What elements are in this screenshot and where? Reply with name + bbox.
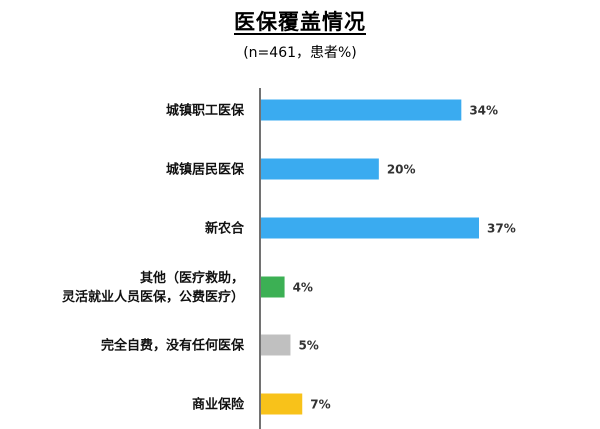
category-label-1-0: 城镇居民医保: [166, 162, 245, 178]
category-label-4-0: 完全自费，没有任何医保: [101, 338, 245, 354]
value-label-5: 7%: [310, 398, 330, 412]
bar-1: [261, 158, 379, 180]
value-label-4: 5%: [298, 339, 318, 353]
value-label-0: 34%: [469, 104, 498, 118]
value-label-2: 37%: [487, 222, 516, 236]
category-label-3-1: 灵活就业人员医保，公费医疗）: [62, 289, 244, 305]
chart-subtitle: (n=461，患者%): [243, 45, 357, 61]
category-label-0-0: 城镇职工医保: [166, 103, 245, 119]
category-label-2-0: 新农合: [205, 221, 245, 237]
value-label-3: 4%: [293, 281, 313, 295]
bar-3: [261, 276, 285, 298]
bar-2: [261, 217, 479, 239]
value-label-1: 20%: [387, 163, 416, 177]
category-label-5-0: 商业保险: [192, 397, 245, 413]
bar-4: [261, 334, 291, 356]
bar-0: [261, 99, 462, 121]
chart-title: 医保覆盖情况: [234, 10, 366, 34]
category-label-3-0: 其他（医疗救助，: [140, 270, 244, 286]
bar-5: [261, 393, 303, 415]
